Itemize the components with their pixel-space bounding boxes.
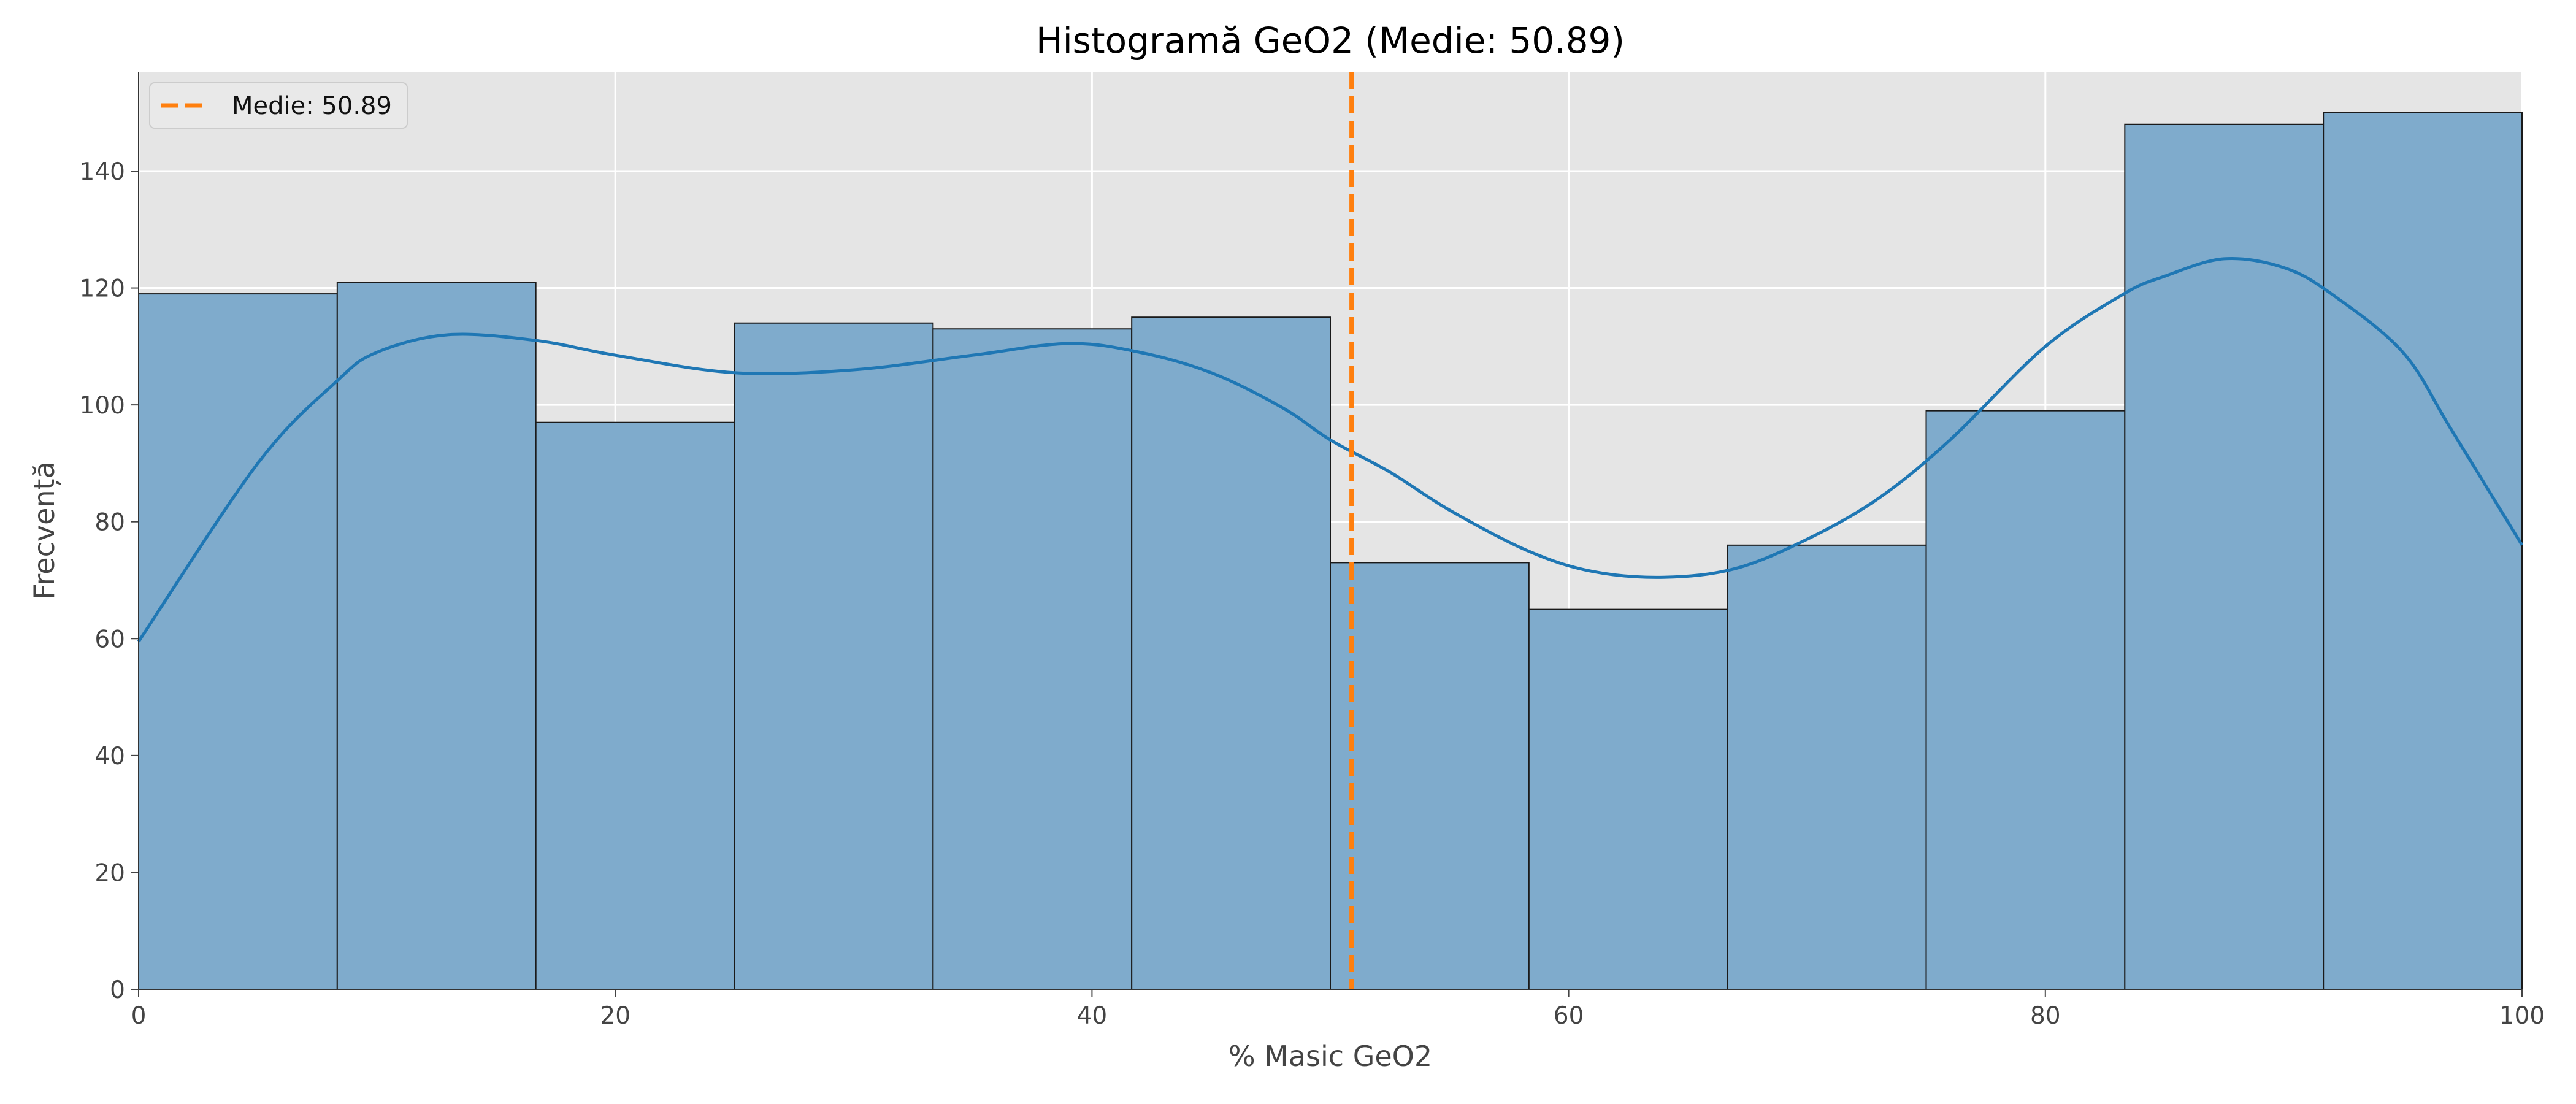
x-tick-label: 0 <box>131 1002 147 1030</box>
x-axis-ticks: 0 20 40 60 80 100 <box>131 989 2545 1030</box>
histogram-bar <box>336 282 537 990</box>
y-tick-label: 60 <box>94 626 125 653</box>
y-tick-label: 140 <box>80 158 125 186</box>
x-tick-label: 80 <box>2030 1002 2061 1030</box>
y-tick-label: 0 <box>110 976 125 1004</box>
y-axis-label: Frecvență <box>28 461 61 600</box>
histogram-bar <box>2323 112 2523 990</box>
y-axis-ticks: 0 20 40 60 80 100 120 140 <box>80 158 139 1004</box>
histogram-bar <box>1528 608 1728 990</box>
histogram-bar <box>535 421 735 990</box>
y-tick-label: 80 <box>94 509 125 537</box>
histogram-bar <box>1131 316 1331 990</box>
histogram-bar <box>2124 123 2325 991</box>
x-axis-label: % Masic GeO2 <box>1229 1040 1432 1073</box>
legend-mean-label: Medie: 50.89 <box>232 92 392 120</box>
x-tick-label: 60 <box>1554 1002 1584 1030</box>
legend-box <box>149 82 408 129</box>
histogram-bar <box>932 328 1133 991</box>
y-tick-label: 120 <box>80 275 125 303</box>
y-tick-label: 100 <box>80 392 125 420</box>
x-tick-label: 100 <box>2499 1002 2545 1030</box>
y-tick-label: 20 <box>94 859 125 887</box>
y-tick-label: 40 <box>94 743 125 770</box>
histogram-bar <box>734 322 934 990</box>
histogram-bar <box>1925 410 2126 990</box>
histogram-bars <box>138 112 2523 991</box>
histogram-bar <box>138 293 338 991</box>
x-tick-label: 20 <box>600 1002 631 1030</box>
histogram-bar <box>1727 544 1927 990</box>
histogram-bar <box>1330 562 1530 990</box>
legend: Medie: 50.89 <box>149 82 408 129</box>
kde-curve <box>137 256 2524 643</box>
x-tick-label: 40 <box>1077 1002 1108 1030</box>
chart-title: Histogramă GeO2 (Medie: 50.89) <box>1036 20 1625 61</box>
